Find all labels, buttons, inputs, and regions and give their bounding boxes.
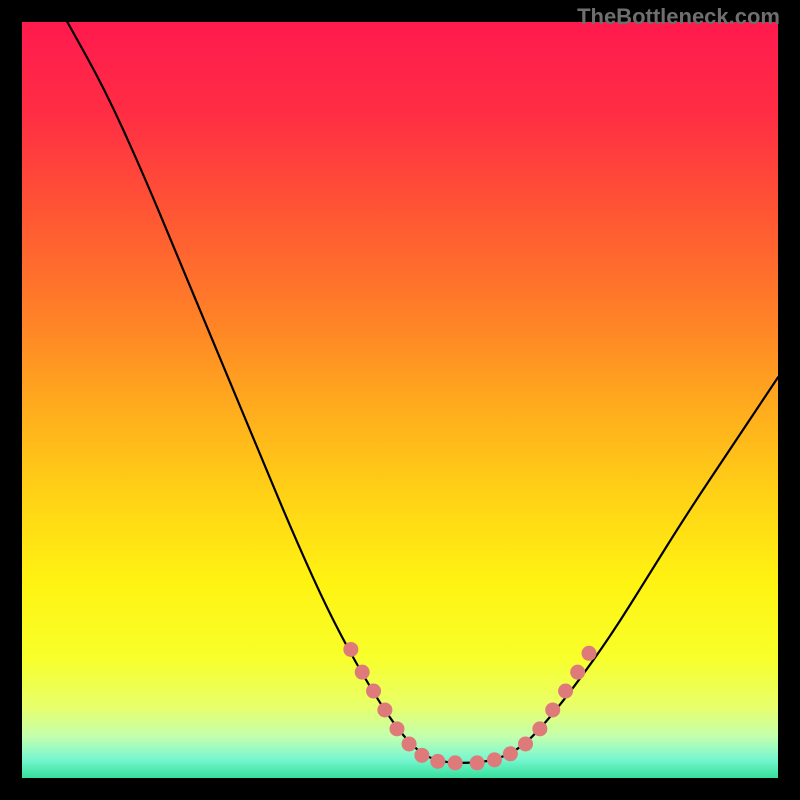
marker-dot — [355, 665, 370, 680]
marker-dot — [558, 684, 573, 699]
marker-dot — [414, 748, 429, 763]
chart-frame: TheBottleneck.com — [0, 0, 800, 800]
marker-dot — [582, 646, 597, 661]
marker-dot — [366, 684, 381, 699]
plot-area — [22, 22, 778, 778]
marker-dot — [402, 736, 417, 751]
gradient-background — [22, 22, 778, 778]
marker-dot — [377, 702, 392, 717]
marker-dot — [570, 665, 585, 680]
watermark-text: TheBottleneck.com — [577, 4, 780, 30]
marker-dot — [470, 755, 485, 770]
marker-dot — [532, 721, 547, 736]
marker-dot — [343, 642, 358, 657]
marker-dot — [430, 754, 445, 769]
marker-dot — [487, 752, 502, 767]
marker-dot — [518, 736, 533, 751]
marker-dot — [448, 755, 463, 770]
marker-dot — [545, 702, 560, 717]
marker-dot — [503, 746, 518, 761]
marker-dot — [389, 721, 404, 736]
